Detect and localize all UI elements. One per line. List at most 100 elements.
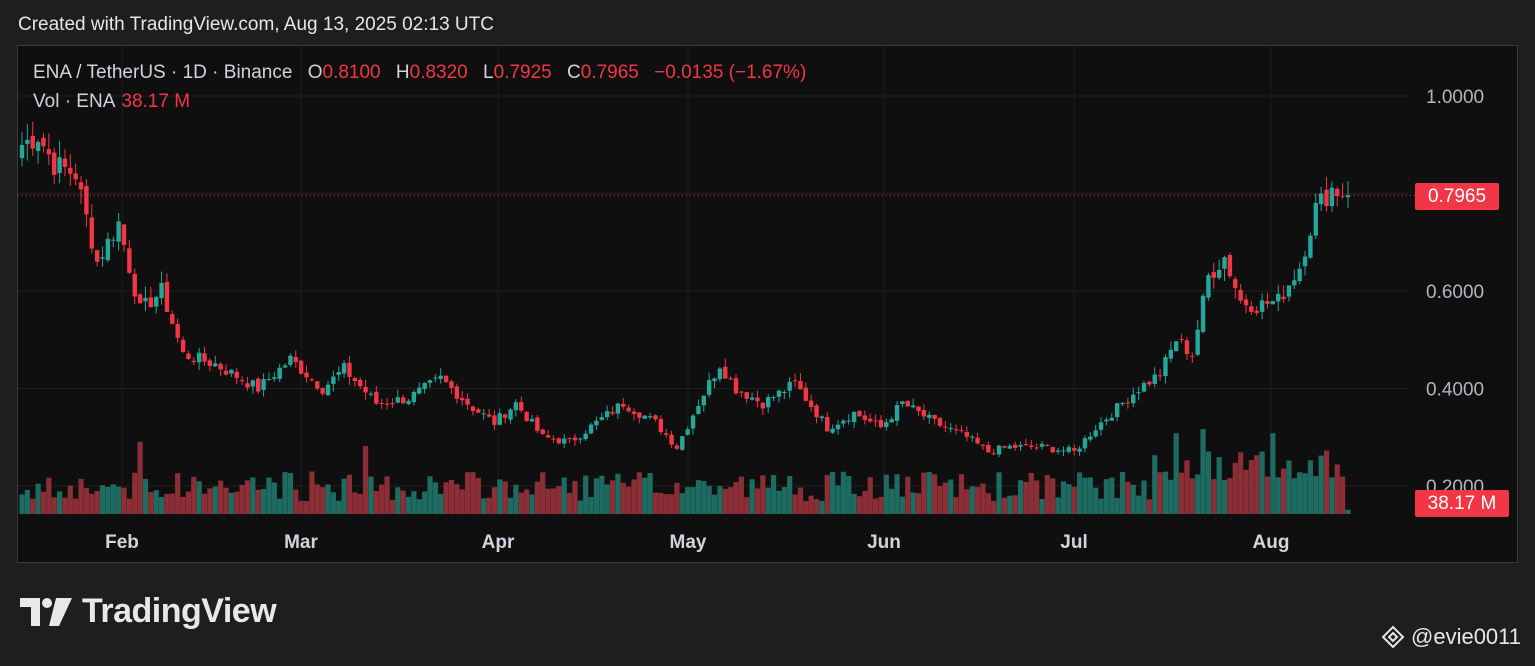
candle-body: [513, 402, 519, 411]
volume-bar: [717, 485, 723, 514]
candle-body: [921, 410, 927, 417]
candle-body: [819, 416, 825, 419]
last-volume-tag: 38.17 M: [1415, 490, 1509, 517]
volume-bar: [260, 488, 267, 514]
volume-bar: [438, 493, 444, 514]
candle-body: [1174, 341, 1179, 352]
volume-bar: [336, 500, 342, 514]
candle-body: [100, 257, 105, 259]
volume-bar: [1125, 481, 1131, 514]
volume-bar: [384, 476, 390, 514]
candle-body: [1007, 445, 1012, 449]
volume-bar: [588, 497, 594, 514]
candle-body: [959, 430, 964, 432]
open-label: O: [307, 62, 323, 83]
volume-bar: [754, 488, 761, 514]
candle-body: [690, 415, 696, 429]
volume-bar: [1087, 477, 1093, 514]
volume-bar: [534, 481, 540, 514]
candle-body: [1238, 289, 1243, 301]
candle-body: [1200, 295, 1206, 332]
volume-bar: [314, 484, 320, 514]
close-label: C: [567, 62, 581, 83]
volume-bar: [1136, 495, 1142, 514]
volume-bar: [341, 478, 347, 514]
candle-body: [1270, 301, 1276, 305]
volume-bar: [228, 492, 234, 514]
candle-body: [787, 381, 792, 391]
volume-bar: [738, 476, 744, 514]
candle-body: [229, 369, 234, 374]
candle-body: [497, 413, 502, 425]
candle-body: [1222, 257, 1227, 269]
candle-body: [94, 250, 100, 262]
candle-body: [567, 438, 572, 440]
chart-frame: 1.0000 0.6000 0.4000 0.2000 Feb Mar Apr May Jun J…: [17, 45, 1518, 563]
volume-bar: [529, 494, 535, 514]
volume-bar: [878, 496, 884, 514]
volume-bar: [239, 484, 245, 514]
volume-bar: [40, 491, 47, 514]
candle-body: [733, 378, 739, 394]
volume-bar: [121, 487, 127, 514]
volume-bar: [51, 497, 57, 514]
candle-body: [1018, 444, 1023, 447]
volume-bar: [1318, 455, 1324, 514]
volume-bar: [1227, 478, 1233, 514]
candle-body: [460, 397, 465, 401]
volume-bar: [153, 490, 159, 514]
y-tick-label: 0.6000: [1426, 282, 1484, 303]
volume-bar: [362, 446, 369, 514]
candle-body: [202, 353, 207, 362]
change-value: −0.0135 (−1.67%): [654, 62, 807, 83]
volume-bar: [1302, 473, 1308, 514]
last-price-tag: 0.7965: [1415, 183, 1499, 210]
candle-body: [1023, 444, 1029, 446]
volume-bar: [1007, 495, 1013, 514]
candle-body: [1308, 235, 1313, 258]
candle-body: [1066, 447, 1072, 452]
candle-body: [535, 417, 540, 431]
candle-body: [825, 416, 830, 432]
candle-body: [562, 438, 567, 444]
candle-body: [411, 391, 417, 403]
candle-body: [615, 403, 621, 414]
volume-bar: [1141, 480, 1147, 514]
volume-bar: [185, 491, 192, 514]
volume-bar: [937, 486, 943, 514]
volume-bar: [701, 481, 707, 514]
volume-bar: [974, 486, 981, 514]
candle-body: [309, 379, 315, 381]
candle-body: [653, 415, 658, 420]
volume-bar: [1340, 476, 1346, 514]
volume-bar: [180, 496, 186, 514]
volume-bar: [1313, 476, 1319, 514]
candle-body: [218, 363, 223, 370]
volume-bar: [287, 473, 294, 514]
volume-bar: [1264, 476, 1271, 514]
candle-body: [1335, 188, 1340, 197]
volume-bar: [99, 485, 106, 514]
volume-bar: [169, 493, 175, 514]
candle-body: [486, 414, 492, 417]
candle-body: [1195, 329, 1200, 355]
candle-body: [1318, 193, 1324, 205]
candle-body: [1184, 340, 1190, 355]
brand-name: TradingView: [82, 592, 277, 630]
volume-bar: [67, 485, 73, 514]
candle-body: [298, 360, 304, 374]
x-tick-label: Jul: [1060, 532, 1087, 553]
candle-body: [894, 405, 900, 421]
volume-bar: [330, 492, 336, 514]
candle-body: [68, 167, 73, 174]
volume-bar: [1238, 452, 1244, 514]
volume-bar: [1039, 498, 1045, 514]
volume-bar: [883, 474, 889, 514]
volume-bar: [690, 487, 696, 514]
volume-bar: [695, 480, 702, 514]
candle-body: [449, 381, 454, 388]
candle-body: [798, 380, 803, 390]
y-tick-label: 0.4000: [1426, 380, 1484, 401]
candle-body: [427, 380, 433, 383]
